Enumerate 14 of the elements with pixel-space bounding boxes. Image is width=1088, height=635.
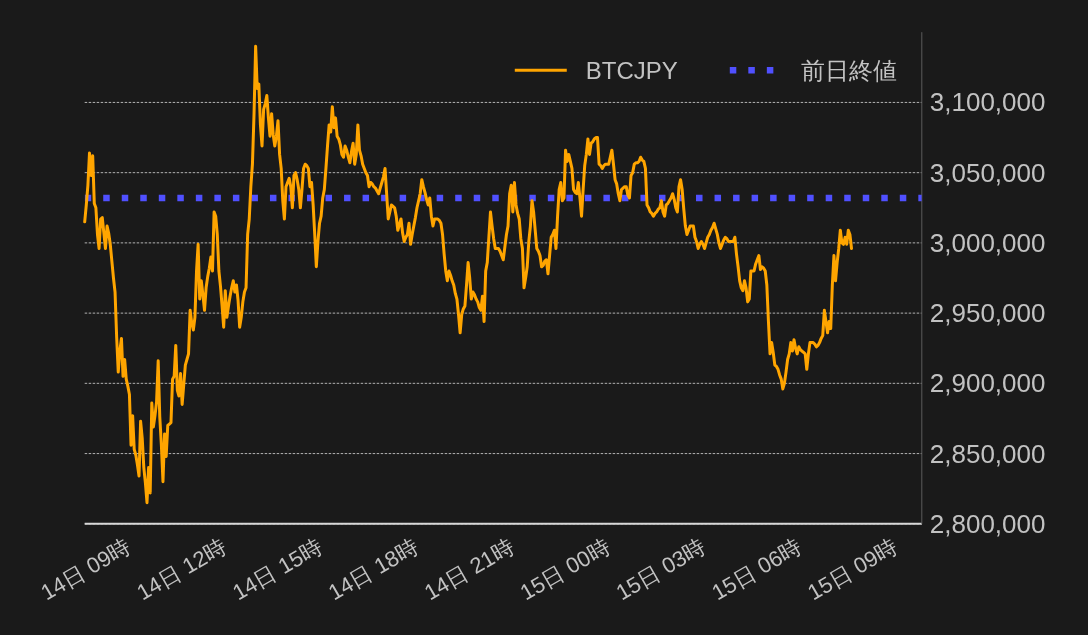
x-tick-label: 14日 09時 — [36, 533, 135, 606]
y-tick-label: 2,950,000 — [929, 298, 1046, 329]
y-tick-label: 2,800,000 — [929, 508, 1046, 539]
y-tick-label: 3,100,000 — [929, 87, 1046, 118]
y-tick-label: 2,850,000 — [929, 438, 1046, 469]
legend-label: BTCJPY — [585, 56, 678, 84]
y-tick-label: 3,000,000 — [929, 227, 1046, 258]
legend-label: 前日終値 — [800, 56, 897, 84]
x-tick-label: 15日 09時 — [803, 533, 902, 606]
x-tick-label: 14日 15時 — [228, 533, 327, 606]
x-tick-label: 14日 12時 — [132, 533, 231, 606]
y-tick-label: 2,900,000 — [929, 368, 1046, 399]
y-tick-label: 3,050,000 — [929, 157, 1046, 188]
x-tick-label: 15日 06時 — [707, 533, 806, 606]
